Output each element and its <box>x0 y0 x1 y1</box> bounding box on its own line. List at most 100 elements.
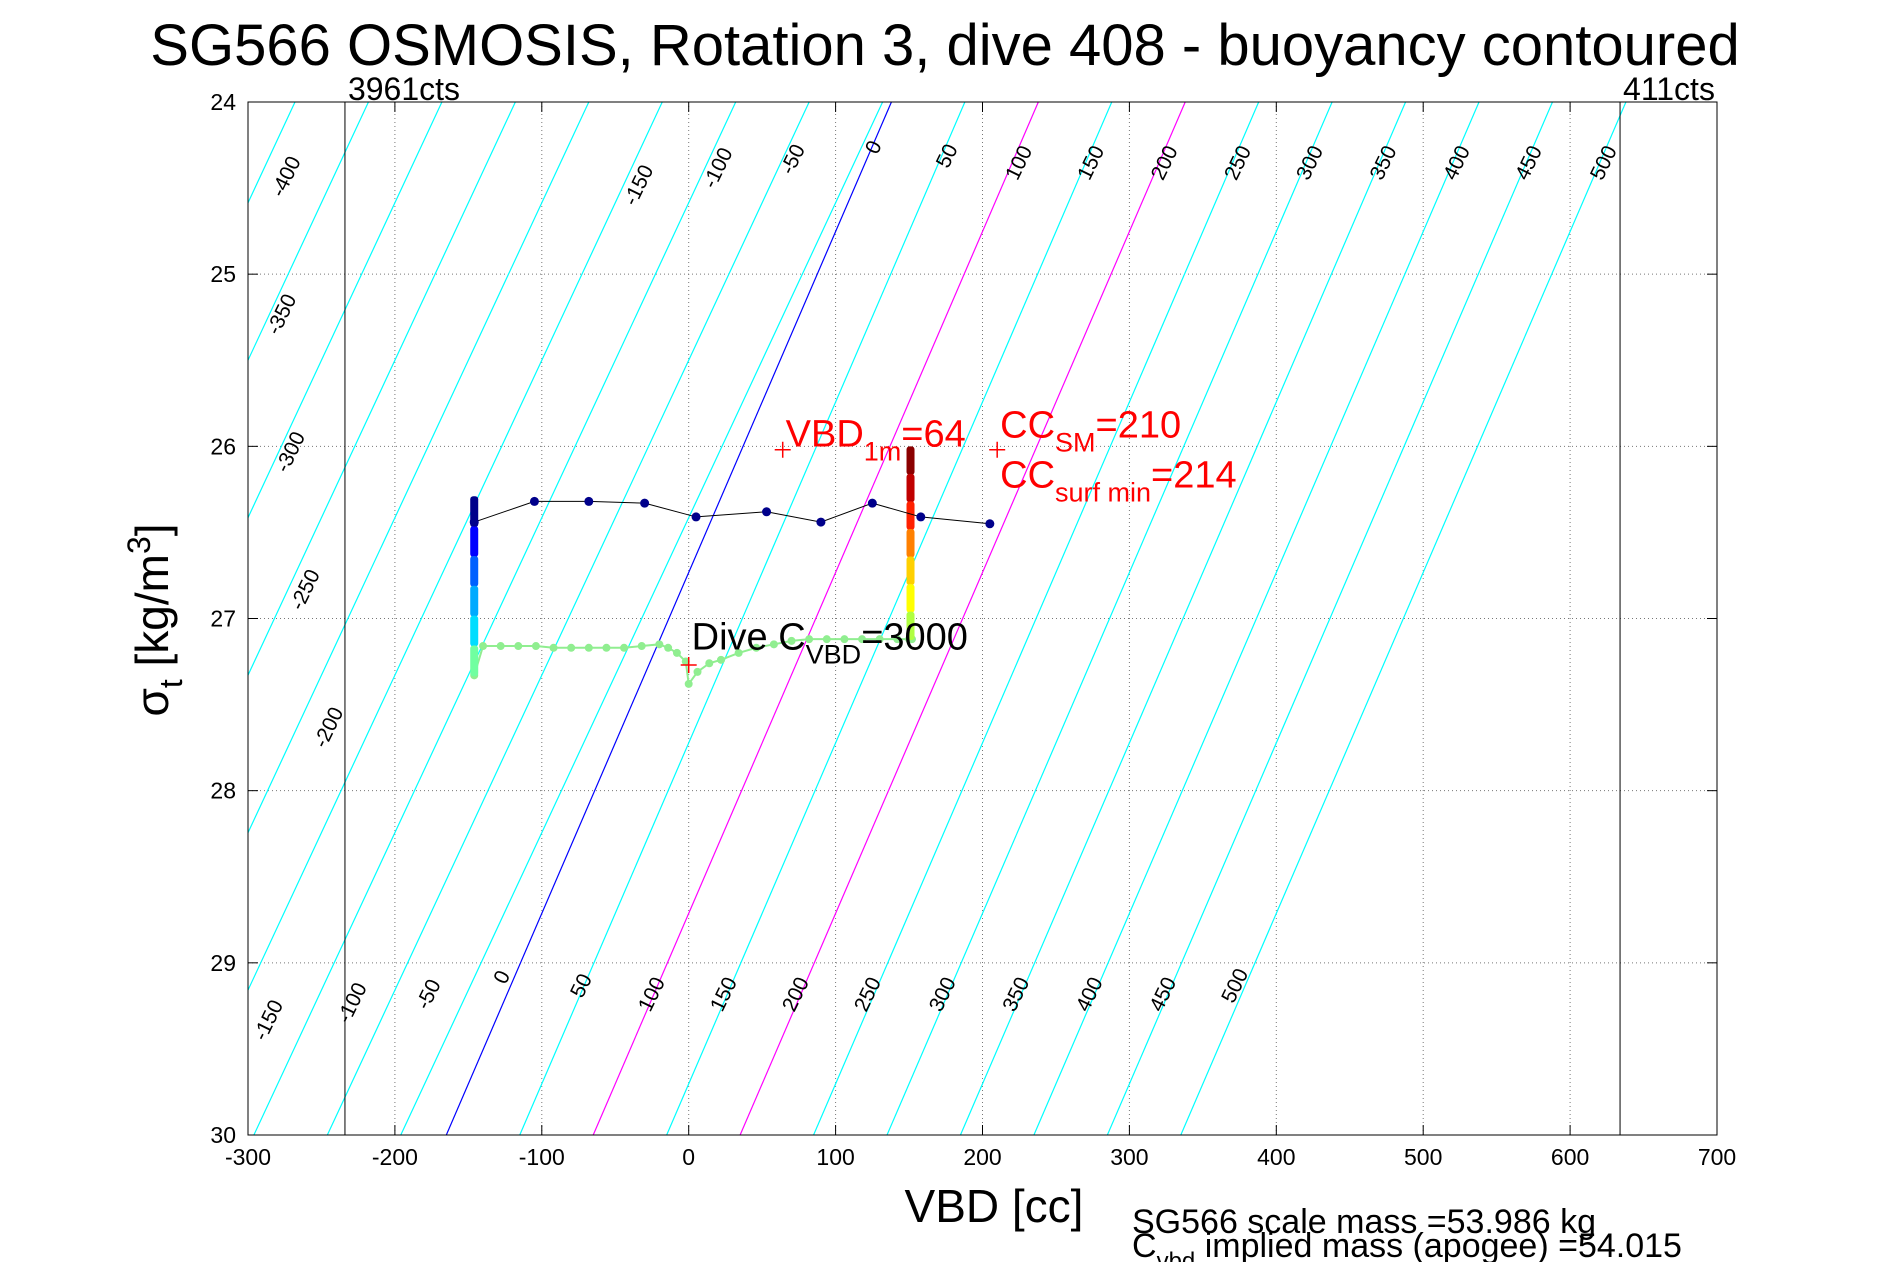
green-profile-point <box>787 636 796 645</box>
y-tick-label: 26 <box>210 433 236 459</box>
black-profile-point <box>816 517 826 527</box>
green-profile-point <box>822 635 831 644</box>
x-tick-label: 300 <box>1110 1144 1148 1170</box>
green-profile-point <box>479 642 488 651</box>
contour-line <box>1180 102 1627 1135</box>
x-axis-label: VBD [cc] <box>905 1180 1084 1232</box>
green-profile-point <box>705 659 714 668</box>
contour-line <box>813 102 1260 1135</box>
plus-marker <box>774 441 791 458</box>
contour-line <box>592 102 1039 1135</box>
green-profile-point <box>496 642 505 651</box>
y-axis-label: σt [kg/m3] <box>121 523 189 716</box>
contour-line <box>1033 102 1480 1135</box>
annotation-value: =214 <box>1151 455 1237 497</box>
colored-profile-segment <box>906 473 915 503</box>
axis-ticks: -300 -200 -100 0 100 200 300 400 500 600 700 24 25 26… <box>210 89 1736 1170</box>
green-profile-point <box>549 643 558 652</box>
black-profile-line <box>474 500 990 525</box>
contour-line <box>326 102 810 1135</box>
colored-profile-segment <box>470 615 479 647</box>
implied-mass-note: Cvbd implied mass (apogee) =54.015 <box>1132 1227 1682 1262</box>
x-tick-label: 100 <box>816 1144 854 1170</box>
black-profile-point <box>469 517 479 527</box>
green-profile-point <box>514 642 523 651</box>
y-tick-label: 25 <box>210 261 236 287</box>
contour-line <box>248 102 370 362</box>
green-profile-point <box>840 635 849 644</box>
green-profile-point <box>567 643 576 652</box>
annotation-label: CCSM=210 <box>1000 405 1181 458</box>
y-tick-label: 30 <box>210 1122 236 1148</box>
contour-line <box>248 102 443 520</box>
y-axis-label-superscript: 3 <box>121 536 157 554</box>
contour-line <box>400 102 884 1135</box>
annotation-main: CC <box>1000 455 1055 497</box>
green-profile-point <box>734 648 743 657</box>
y-axis-label-close: ] <box>126 523 178 536</box>
contour-line <box>248 102 590 835</box>
green-profile-point <box>684 679 693 688</box>
annotation-value: =3000 <box>861 616 968 658</box>
annotation-label: CCsurf min=214 <box>1000 455 1237 508</box>
x-tick-label: 0 <box>682 1144 695 1170</box>
green-profile-point <box>620 643 629 652</box>
green-profile-point <box>858 635 867 644</box>
green-profile-point <box>693 667 702 676</box>
colored-profile-segment <box>470 555 479 587</box>
green-profile-point <box>681 657 690 666</box>
colored-profile-segment <box>470 585 479 617</box>
colored-profile-segment <box>906 528 915 558</box>
black-profile-point <box>584 496 594 506</box>
black-profile-point <box>762 507 772 517</box>
annotation-main: CC <box>1000 405 1055 447</box>
contour-line <box>739 102 1186 1135</box>
contour-line <box>445 102 892 1135</box>
green-profile-point <box>584 643 593 652</box>
buoyancy-contours <box>248 102 1627 1135</box>
y-tick-label: 24 <box>210 89 236 115</box>
annotation-label: Dive CVBD=3000 <box>692 616 968 669</box>
y-tick-label: 29 <box>210 950 236 976</box>
count-limit-label: 3961cts <box>348 71 460 107</box>
x-tick-label: 500 <box>1404 1144 1442 1170</box>
chart-title: SG566 OSMOSIS, Rotation 3, dive 408 - bu… <box>150 13 1739 78</box>
y-tick-label: 27 <box>210 606 236 632</box>
x-tick-label: 200 <box>963 1144 1001 1170</box>
contour-line <box>886 102 1333 1135</box>
x-tick-label: 700 <box>1698 1144 1736 1170</box>
black-profile-point <box>529 496 539 506</box>
colored-profile-segment <box>906 584 915 613</box>
plus-marker <box>680 656 697 673</box>
count-limit-lines: 3961cts 411cts <box>344 71 1715 1135</box>
green-profile-point <box>672 648 681 657</box>
green-profile-point <box>717 655 726 664</box>
green-profile-point <box>531 642 540 651</box>
annotation-label: VBD1m=64 <box>786 413 966 466</box>
green-profile-point <box>602 643 611 652</box>
annotation-subscript: 1m <box>864 436 902 466</box>
x-tick-label: 600 <box>1551 1144 1589 1170</box>
colored-profile-segment <box>470 526 479 557</box>
y-axis-label-units: [kg/m <box>126 554 178 679</box>
annotation-value: =210 <box>1096 405 1182 447</box>
annotation-main: Dive C <box>692 616 806 658</box>
x-tick-label: -200 <box>372 1144 418 1170</box>
annotation-subscript: VBD <box>806 639 862 669</box>
y-tick-label: 28 <box>210 778 236 804</box>
colored-profile-segment <box>906 611 915 641</box>
black-profile-point <box>867 498 877 508</box>
green-profile-point <box>752 643 761 652</box>
implied-mass-prefix: C <box>1132 1227 1157 1262</box>
point-markers <box>680 441 1006 673</box>
annotation-subscript: surf min <box>1055 478 1151 508</box>
black-profile-point <box>985 519 995 529</box>
black-profile-point <box>640 498 650 508</box>
dive-profiles <box>469 446 995 688</box>
contour-line <box>959 102 1407 1135</box>
contour-line <box>666 102 1113 1135</box>
annotation-value: =64 <box>901 413 965 455</box>
